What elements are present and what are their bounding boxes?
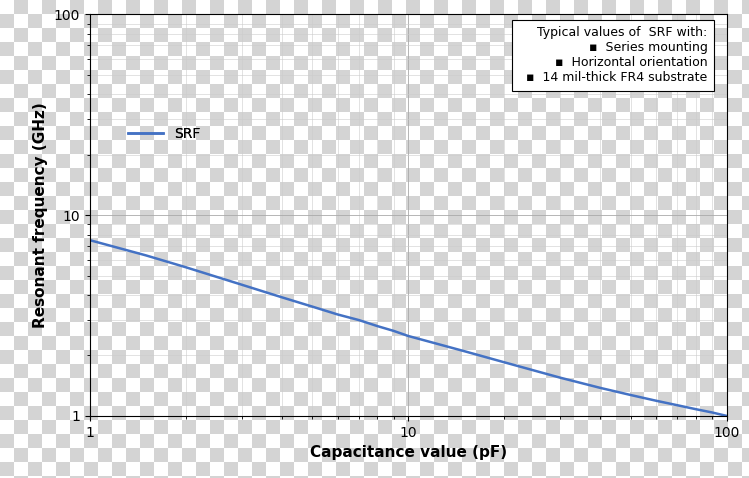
SRF	[354, 317, 363, 323]
SRF	[85, 237, 94, 243]
SRF	[652, 398, 661, 403]
SRF	[181, 264, 190, 270]
SRF	[500, 359, 509, 365]
SRF	[708, 410, 717, 415]
Line: SRF: SRF	[90, 240, 727, 416]
SRF	[373, 323, 382, 329]
X-axis label: Capacitance value (pF): Capacitance value (pF)	[309, 445, 507, 460]
SRF	[595, 385, 604, 391]
SRF	[389, 328, 398, 334]
SRF	[277, 294, 286, 300]
SRF	[626, 392, 635, 398]
SRF	[237, 282, 246, 288]
SRF	[333, 312, 342, 317]
SRF	[142, 252, 151, 258]
Legend: SRF: SRF	[122, 122, 206, 147]
SRF	[404, 333, 413, 339]
SRF	[722, 413, 731, 419]
Text: Typical values of  SRF with:
  ▪  Series mounting
  ▪  Horizontal orientation
  : Typical values of SRF with: ▪ Series mou…	[518, 26, 707, 85]
Y-axis label: Resonant frequency (GHz): Resonant frequency (GHz)	[33, 102, 48, 328]
SRF	[673, 402, 682, 408]
SRF	[308, 304, 317, 309]
SRF	[556, 375, 565, 380]
SRF	[691, 406, 700, 412]
SRF	[460, 348, 469, 354]
